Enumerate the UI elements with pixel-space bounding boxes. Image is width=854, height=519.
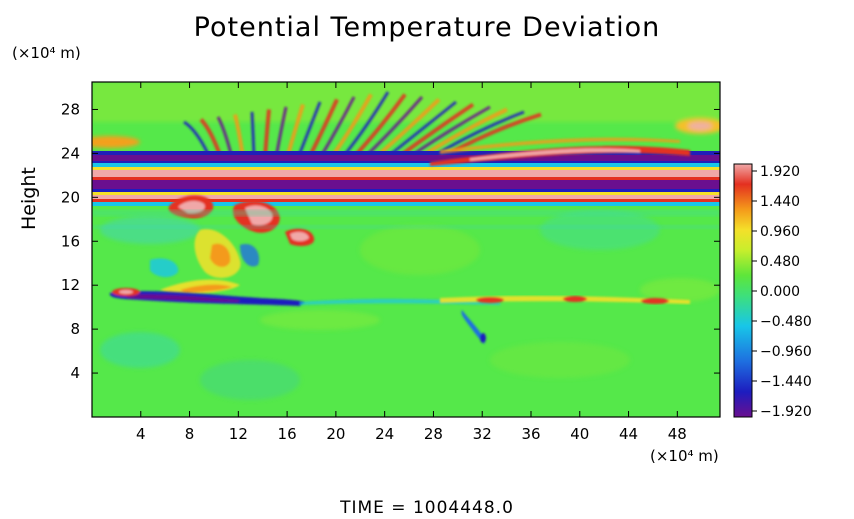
x-tick-label: 16	[278, 425, 297, 443]
x-tick-label: 40	[570, 425, 589, 443]
colorbar-labels: 1.920 1.440 0.960 0.480 0.000 −0.480 −0.960 −1.…	[752, 164, 812, 420]
colorbar-label: 1.440	[760, 194, 800, 210]
x-tick-label: 48	[668, 425, 687, 443]
colorbar-label: −1.440	[760, 374, 812, 390]
x-axis-unit: (×10⁴ m)	[650, 447, 719, 465]
chart-title: Potential Temperature Deviation	[193, 12, 661, 43]
x-tick-label: 12	[229, 425, 248, 443]
x-tick-label: 20	[326, 425, 345, 443]
y-axis-unit: (×10⁴ m)	[12, 44, 81, 62]
colorbar-label: 0.000	[760, 284, 800, 300]
x-tick-label: 24	[375, 425, 394, 443]
x-tick-label: 28	[424, 425, 443, 443]
x-axis-ticks: 4 8 12 16 20 24 28 32 36 40 44 48	[136, 82, 687, 443]
colorbar-label: −0.960	[760, 344, 812, 360]
y-tick-label: 12	[61, 276, 80, 294]
x-tick-label: 44	[619, 425, 638, 443]
time-label: TIME = 1004448.0	[340, 498, 514, 518]
upper-right-ridge	[430, 137, 690, 166]
x-tick-label: 36	[521, 425, 540, 443]
colorbar-label: 1.920	[760, 164, 800, 180]
colorbar-gradient	[733, 163, 753, 418]
colorbar-label: −1.920	[760, 404, 812, 420]
colorbar: 1.920 1.440 0.960 0.480 0.000 −0.480 −0.960 −1.…	[733, 163, 812, 420]
y-axis-ticks: 4 8 12 16 20 24 28	[61, 100, 720, 382]
field-variations	[100, 210, 720, 400]
plot-frame	[91, 81, 721, 418]
x-tick-label: 32	[473, 425, 492, 443]
y-tick-label: 24	[61, 144, 80, 162]
colorbar-label: 0.480	[760, 254, 800, 270]
descending-streak	[461, 310, 486, 344]
positive-layer	[440, 295, 690, 304]
colorbar-label: −0.480	[760, 314, 812, 330]
turbulent-plume	[150, 195, 315, 296]
heatmap-field	[92, 82, 720, 417]
x-tick-label: 4	[136, 425, 146, 443]
y-tick-label: 8	[70, 320, 80, 338]
x-tick-label: 8	[185, 425, 195, 443]
y-tick-label: 28	[61, 100, 80, 118]
colorbar-label: 0.960	[760, 224, 800, 240]
y-tick-label: 20	[61, 188, 80, 206]
y-tick-label: 16	[61, 232, 80, 250]
y-tick-label: 4	[70, 364, 80, 382]
alternating-bands	[92, 151, 720, 206]
